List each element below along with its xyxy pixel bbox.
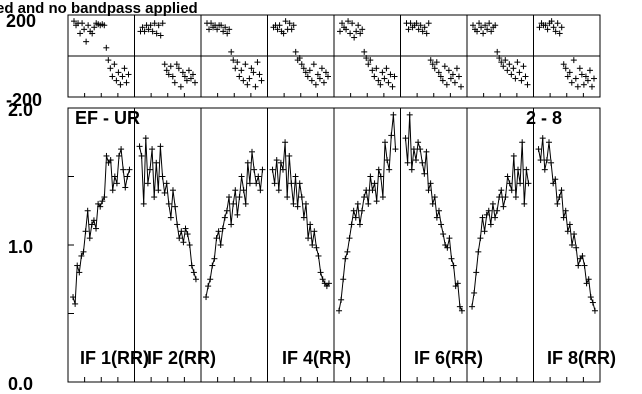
phase-tick-top: 200 bbox=[6, 11, 36, 31]
panel-label-if6: IF 6(RR) bbox=[414, 348, 483, 368]
phase-points bbox=[71, 18, 597, 90]
panel-label-if2: IF 2(RR) bbox=[147, 348, 216, 368]
panel-label-if1: IF 1(RR) bbox=[80, 348, 149, 368]
amplitude-series-line bbox=[205, 151, 263, 298]
amp-tick-top: 2.0 bbox=[8, 100, 33, 120]
phase-tick-bottom: -200 bbox=[6, 90, 42, 110]
amp-tick-bottom: 0.0 bbox=[8, 374, 33, 394]
channel-range-label: 2 - 8 bbox=[526, 108, 562, 128]
amplitude-series-line bbox=[272, 142, 330, 287]
amp-tick-mid: 1.0 bbox=[8, 237, 33, 257]
chart-title: ed and no bandpass applied bbox=[0, 0, 198, 17]
amplitude-series-line bbox=[72, 148, 130, 305]
amplitude-series-line bbox=[338, 114, 396, 311]
amplitude-series-line bbox=[538, 138, 596, 311]
panel-label-if8: IF 8(RR) bbox=[547, 348, 616, 368]
plot-frames bbox=[67, 14, 601, 383]
panel-label-if4: IF 4(RR) bbox=[282, 348, 351, 368]
amplitude-points bbox=[70, 111, 598, 314]
amplitude-series-line bbox=[139, 138, 197, 280]
amplitude-series-line bbox=[405, 114, 463, 312]
amplitude-series-line bbox=[471, 142, 529, 307]
baseline-label: EF - UR bbox=[75, 108, 140, 128]
